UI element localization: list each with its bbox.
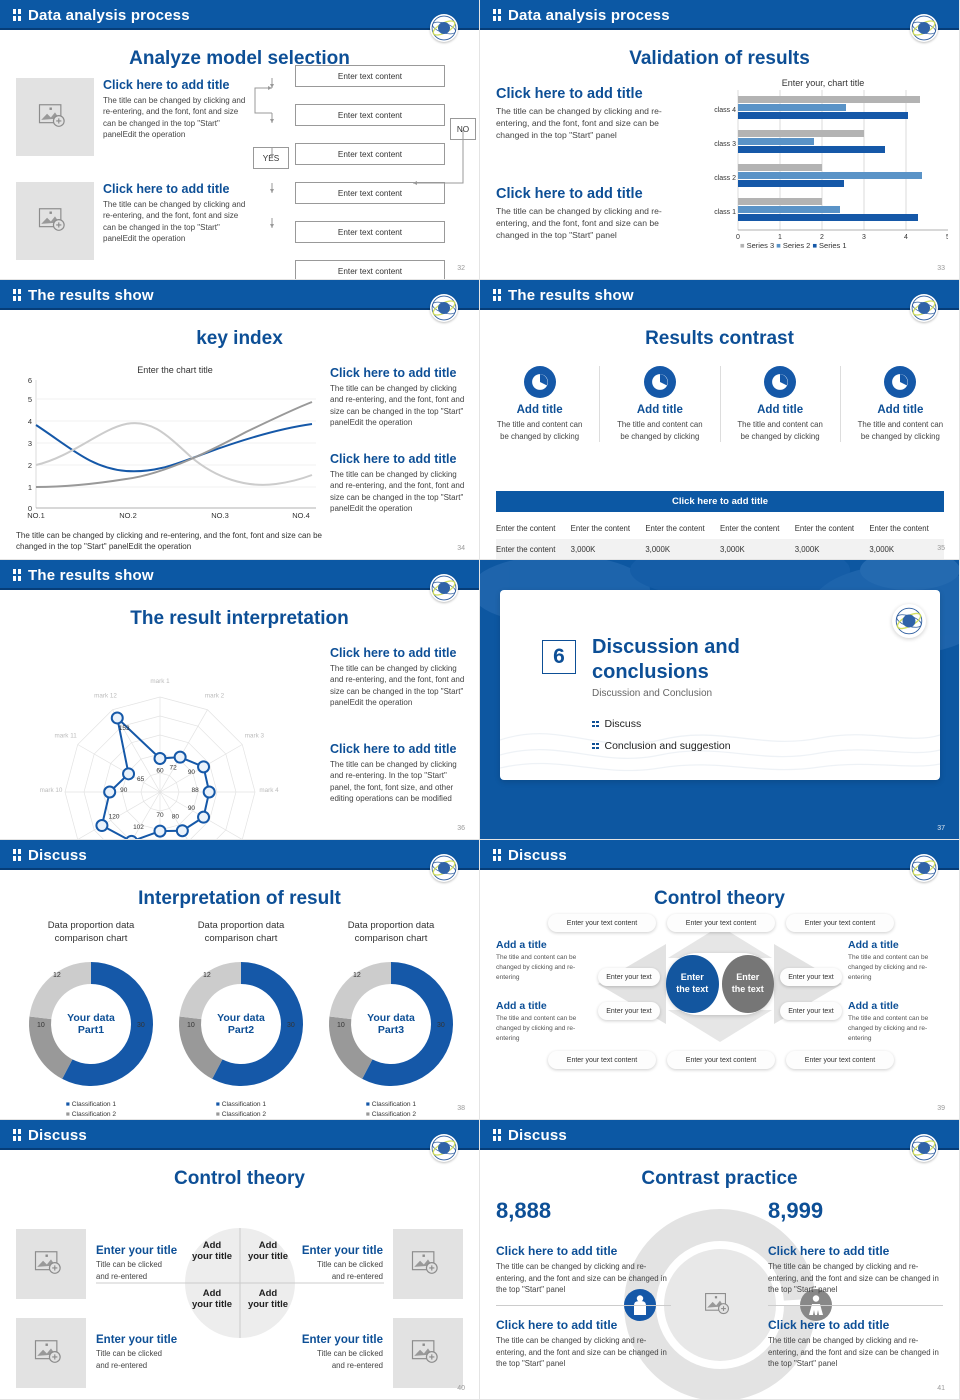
svg-text:90: 90 <box>188 769 196 776</box>
svg-text:class 1: class 1 <box>714 209 736 216</box>
svg-text:mark 4: mark 4 <box>259 787 279 794</box>
svg-text:88: 88 <box>192 787 200 794</box>
svg-text:65: 65 <box>137 776 145 783</box>
svg-text:mark 2: mark 2 <box>205 693 225 700</box>
svg-text:4: 4 <box>28 417 32 426</box>
svg-text:2: 2 <box>28 461 32 470</box>
svg-text:class 4: class 4 <box>714 107 736 114</box>
svg-text:72: 72 <box>170 764 178 771</box>
svg-text:NO.2: NO.2 <box>119 511 137 518</box>
svg-text:5: 5 <box>946 234 948 240</box>
svg-text:4: 4 <box>904 234 908 240</box>
svg-text:NO.4: NO.4 <box>292 511 310 518</box>
svg-text:class 2: class 2 <box>714 175 736 182</box>
svg-text:70: 70 <box>156 812 164 819</box>
svg-text:class 3: class 3 <box>714 141 736 148</box>
svg-text:mark 11: mark 11 <box>54 733 77 740</box>
svg-text:6: 6 <box>28 378 32 385</box>
svg-text:mark 1: mark 1 <box>150 678 170 685</box>
svg-text:102: 102 <box>133 824 144 831</box>
svg-text:1: 1 <box>778 234 782 240</box>
svg-text:1: 1 <box>28 483 32 492</box>
svg-text:3: 3 <box>28 439 32 448</box>
svg-text:NO.1: NO.1 <box>27 511 45 518</box>
svg-text:60: 60 <box>156 767 164 774</box>
svg-text:mark 10: mark 10 <box>40 787 63 794</box>
svg-text:mark 3: mark 3 <box>245 733 265 740</box>
svg-text:90: 90 <box>188 805 196 812</box>
svg-text:3: 3 <box>862 234 866 240</box>
svg-text:80: 80 <box>172 814 180 821</box>
svg-text:153: 153 <box>119 725 130 732</box>
svg-text:NO.3: NO.3 <box>211 511 229 518</box>
svg-text:0: 0 <box>736 234 740 240</box>
svg-text:mark 12: mark 12 <box>94 693 117 700</box>
svg-text:120: 120 <box>109 814 120 821</box>
svg-text:90: 90 <box>120 787 128 794</box>
svg-text:5: 5 <box>28 395 32 404</box>
svg-text:2: 2 <box>820 234 824 240</box>
